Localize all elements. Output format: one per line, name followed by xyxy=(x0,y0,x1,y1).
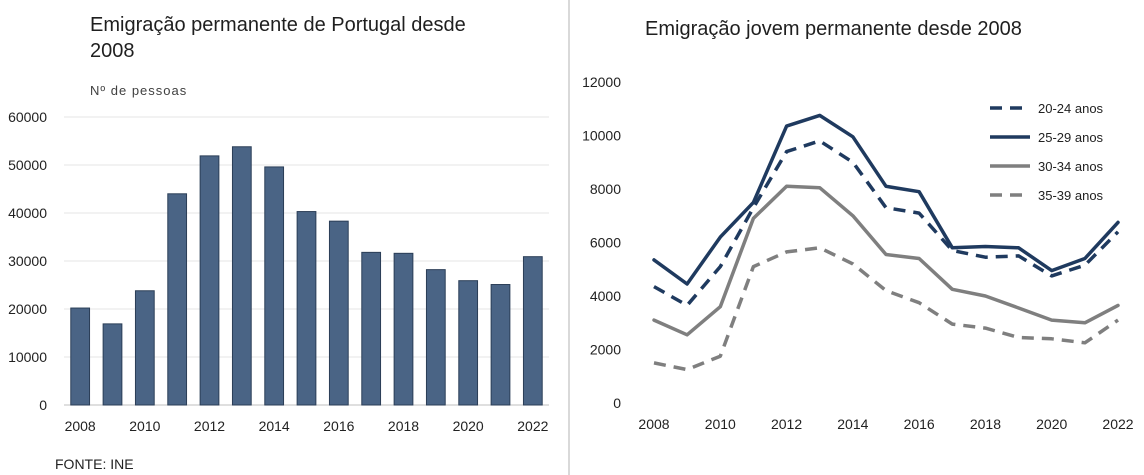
bar-2012 xyxy=(199,155,220,406)
bar-2008 xyxy=(70,307,91,406)
line-x-tick-label: 2020 xyxy=(1036,416,1067,432)
bar-y-tick-label: 60000 xyxy=(8,109,47,125)
bar-x-tick-label: 2010 xyxy=(129,418,160,434)
bar-2017 xyxy=(361,251,382,406)
bar-x-tick-label: 2020 xyxy=(453,418,484,434)
bar-y-tick-label: 10000 xyxy=(8,349,47,365)
right-chart-title: Emigração jovem permanente desde 2008 xyxy=(645,18,1022,40)
line-x-tick-label: 2016 xyxy=(904,416,935,432)
line-y-tick-label: 10000 xyxy=(582,128,621,144)
line-x-tick-label: 2008 xyxy=(638,416,669,432)
bar-x-tick-label: 2014 xyxy=(259,418,290,434)
line-chart: 0 2000 4000 6000 8000 10000 12000 2008 2010 2012 2… xyxy=(582,74,1134,432)
bar-chart: 0 10000 20000 30000 40000 50000 60000 2008 2010 2… xyxy=(8,109,549,434)
legend-label: 35-39 anos xyxy=(1038,188,1104,203)
line-x-tick-label: 2018 xyxy=(970,416,1001,432)
bar-y-tick-label: 50000 xyxy=(8,157,47,173)
bar-2016 xyxy=(328,220,349,406)
line-y-tick-label: 12000 xyxy=(582,74,621,90)
bar-2019 xyxy=(425,269,446,406)
legend-label: 20-24 anos xyxy=(1038,101,1104,116)
right-chart-panel: Emigração jovem permanente desde 2008 0 2… xyxy=(570,0,1144,475)
left-chart-y-axis-label: Nº de pessoas xyxy=(90,83,188,98)
bar-2009 xyxy=(102,323,123,406)
bar-x-tick-label: 2018 xyxy=(388,418,419,434)
left-chart-title: Emigração permanente de Portugal desde 2… xyxy=(90,14,466,62)
line-series-30-34-anos xyxy=(652,184,1120,337)
line-x-tick-label: 2010 xyxy=(705,416,736,432)
line-y-tick-label: 8000 xyxy=(590,181,621,197)
line-x-tick-label: 2014 xyxy=(837,416,868,432)
bar-2014 xyxy=(264,166,285,406)
line-series-25-29-anos xyxy=(652,113,1120,286)
line-x-tick-label: 2022 xyxy=(1102,416,1133,432)
bar-2011 xyxy=(167,193,188,406)
bar-y-tick-label: 0 xyxy=(39,397,47,413)
line-y-tick-label: 6000 xyxy=(590,235,621,251)
line-x-tick-label: 2012 xyxy=(771,416,802,432)
left-chart-panel: Emigração permanente de Portugal desde 2… xyxy=(0,0,568,475)
bar-x-tick-label: 2012 xyxy=(194,418,225,434)
line-y-tick-label: 0 xyxy=(613,395,621,411)
bar-2020 xyxy=(458,280,479,406)
bar-x-tick-label: 2016 xyxy=(323,418,354,434)
bar-2018 xyxy=(393,252,414,406)
bar-x-tick-label: 2022 xyxy=(517,418,548,434)
line-series-35-39-anos xyxy=(653,246,1119,372)
line-series-20-24-anos xyxy=(653,139,1120,308)
line-y-tick-label: 4000 xyxy=(590,288,621,304)
bar-2022 xyxy=(522,256,543,406)
bar-2013 xyxy=(231,146,252,406)
legend-label: 30-34 anos xyxy=(1038,159,1104,174)
legend-label: 25-29 anos xyxy=(1038,130,1104,145)
bar-y-tick-label: 40000 xyxy=(8,205,47,221)
panel-divider xyxy=(568,0,570,475)
source-note: FONTE: INE xyxy=(55,456,134,472)
bar-x-tick-label: 2008 xyxy=(65,418,96,434)
bar-y-tick-label: 30000 xyxy=(8,253,47,269)
bar-2021 xyxy=(490,284,511,406)
bar-y-tick-label: 20000 xyxy=(8,301,47,317)
bar-2010 xyxy=(134,290,155,406)
bar-2015 xyxy=(296,211,317,406)
line-y-tick-label: 2000 xyxy=(590,342,621,358)
